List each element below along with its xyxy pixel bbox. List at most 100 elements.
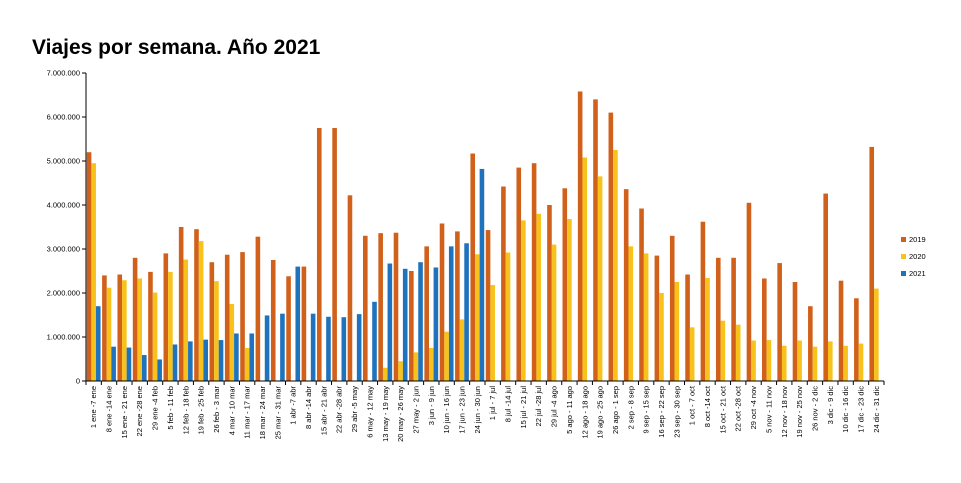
- bar-2020: [781, 345, 787, 381]
- x-tick-label: 8 ene -14 ene: [105, 386, 114, 432]
- bar-2019: [240, 252, 245, 381]
- bar-2021: [234, 333, 239, 381]
- bar-2019: [148, 271, 153, 381]
- legend-label-2019: 2019: [909, 235, 926, 244]
- bar-2019: [209, 262, 215, 381]
- x-tick-label: 16 sep - 22 sep: [657, 386, 666, 438]
- bar-2020: [735, 324, 741, 381]
- bar-2019: [531, 163, 537, 381]
- y-axis: 0 1.000.000 2.000.000 3.000.000 4.000.000 5.0…: [47, 69, 87, 386]
- bar-2020: [152, 292, 158, 381]
- x-axis: 1 ene -7 ene 8 ene -14 ene 15 ene - 21 ene…: [85, 380, 885, 442]
- bar-2020: [843, 345, 848, 381]
- bar-2020: [137, 278, 143, 381]
- bar-2020: [567, 219, 572, 381]
- bar-2021: [126, 347, 132, 381]
- bar-2019: [378, 233, 383, 381]
- bar-2020: [582, 157, 588, 381]
- bar-2019: [823, 193, 828, 381]
- x-tick-label: 19 feb - 25 feb: [197, 386, 206, 434]
- bar-2021: [280, 313, 285, 381]
- bar-2021: [310, 313, 316, 381]
- x-tick-label: 8 oct -14 oct: [703, 385, 712, 427]
- bar-2019: [777, 263, 782, 381]
- x-tick-label: 12 feb - 18 feb: [181, 386, 190, 434]
- y-tick-label: 1.000.000: [47, 333, 80, 342]
- bar-2019: [562, 188, 568, 381]
- x-tick-label: 9 sep - 15 sep: [642, 386, 651, 434]
- x-tick-label: 5 nov - 11 nov: [764, 386, 773, 433]
- bar-2019: [854, 298, 859, 381]
- bar-2019: [102, 275, 107, 381]
- bar-2019: [439, 223, 445, 381]
- x-tick-label: 3 dic - 9 dic: [826, 386, 835, 425]
- x-tick-label: 19 ago - 25 ago: [596, 386, 605, 439]
- bar-2019: [516, 167, 522, 381]
- x-tick-label: 22 ene -28 ene: [135, 386, 144, 436]
- bar-2021: [387, 263, 393, 381]
- x-tick-label: 18 mar - 24 mar: [258, 386, 267, 440]
- bar-2019: [393, 232, 399, 381]
- bar-2021: [402, 268, 408, 381]
- bar-2019: [808, 306, 813, 381]
- x-tick-label: 29 ene -4 feb: [151, 386, 160, 430]
- x-tick-label: 1 ene -7 ene: [89, 386, 98, 428]
- bar-2020: [643, 253, 649, 381]
- bar-2020: [551, 244, 557, 381]
- bar-2019: [117, 274, 123, 381]
- bar-2019: [547, 205, 552, 381]
- y-tick-label: 3.000.000: [47, 245, 80, 254]
- x-tick-label: 4 mar - 10 mar: [227, 386, 236, 436]
- x-tick-label: 22 abr -28 abr: [335, 386, 344, 434]
- bar-2020: [505, 252, 511, 381]
- bar-2019: [577, 91, 583, 381]
- x-tick-label: 3 jun - 9 jun: [427, 386, 436, 425]
- x-tick-label: 24 dic - 31 dic: [872, 386, 881, 433]
- bar-2021: [418, 262, 423, 381]
- y-tick-label: 0: [76, 377, 80, 386]
- bar-2020: [490, 285, 495, 381]
- x-tick-label: 22 jul -28 jul: [534, 386, 543, 427]
- bar-2019: [286, 276, 291, 381]
- x-tick-label: 12 ago - 18 ago: [580, 386, 589, 439]
- bar-2019: [762, 278, 767, 381]
- x-tick-label: 23 sep - 30 sep: [672, 386, 681, 438]
- bar-2019: [593, 99, 598, 382]
- bar-2019: [746, 202, 752, 381]
- bar-2020: [613, 150, 618, 381]
- bar-2021: [95, 306, 101, 381]
- bar-2019: [715, 257, 721, 381]
- bar-2020: [659, 293, 664, 381]
- bar-2020: [244, 348, 250, 381]
- bar-2021: [111, 346, 116, 381]
- bar-2021: [433, 267, 439, 381]
- bar-2019: [792, 282, 798, 381]
- y-tick-label: 4.000.000: [47, 201, 80, 210]
- bar-2020: [674, 282, 680, 381]
- bar-2021: [295, 266, 301, 381]
- bar-2019: [332, 128, 337, 381]
- bar-2019: [224, 254, 230, 381]
- bar-2020: [183, 259, 189, 381]
- bar-2020: [444, 331, 449, 381]
- x-tick-label: 19 nov - 25 nov: [795, 386, 804, 438]
- bar-2020: [858, 343, 864, 381]
- x-tick-label: 2 sep - 8 sep: [626, 386, 635, 429]
- bar-2019: [700, 221, 706, 381]
- bar-2020: [382, 367, 388, 381]
- x-tick-label: 29 abr -5 may: [350, 386, 359, 433]
- legend-label-2021: 2021: [909, 269, 926, 278]
- bar-2019: [316, 128, 322, 381]
- bar-2020: [106, 287, 112, 381]
- bar-2019: [363, 235, 368, 381]
- bar-2020: [198, 241, 204, 381]
- x-tick-label: 24 jun - 30 jun: [473, 386, 482, 434]
- y-tick-label: 7.000.000: [47, 69, 80, 78]
- bar-2021: [172, 344, 178, 381]
- bar-2021: [142, 355, 147, 381]
- bar-2019: [255, 236, 261, 381]
- bar-2019: [654, 255, 660, 381]
- chart-title: Viajes por semana. Año 2021: [32, 36, 321, 59]
- bar-2020: [475, 254, 480, 381]
